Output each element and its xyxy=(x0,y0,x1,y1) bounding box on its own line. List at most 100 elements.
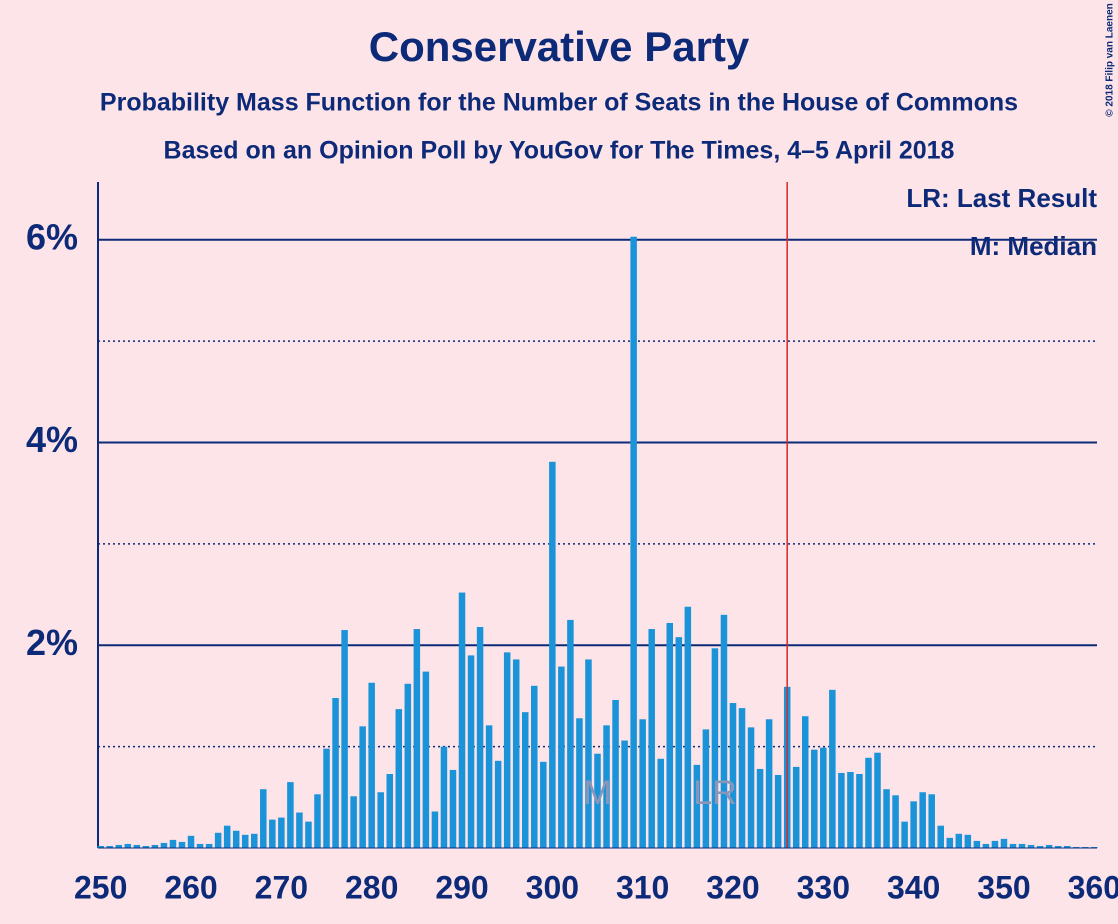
bar xyxy=(368,682,375,848)
x-tick-label: 340 xyxy=(887,869,940,905)
y-tick-label: 6% xyxy=(26,216,78,257)
bar xyxy=(476,627,484,848)
bar xyxy=(431,811,439,848)
bar xyxy=(314,794,321,848)
bar xyxy=(847,771,854,848)
bar xyxy=(738,708,746,848)
bar xyxy=(856,774,863,848)
bar xyxy=(1018,843,1026,848)
bar xyxy=(756,768,764,848)
bar xyxy=(422,671,430,848)
credit: © 2018 Filip van Laenen xyxy=(1105,3,1116,117)
bar xyxy=(1091,846,1098,848)
bar xyxy=(278,817,285,848)
bar xyxy=(350,796,357,848)
bar xyxy=(133,844,141,848)
bar xyxy=(964,834,972,848)
x-tick-label: 360 xyxy=(1068,869,1118,905)
bar xyxy=(729,703,737,848)
bar xyxy=(106,845,113,848)
chart-title: Conservative Party xyxy=(369,23,750,70)
bar xyxy=(124,843,132,848)
bar xyxy=(458,592,466,848)
bar xyxy=(260,789,267,848)
bar xyxy=(946,837,954,848)
bar xyxy=(991,840,999,848)
bar xyxy=(187,835,195,848)
bar xyxy=(919,792,926,848)
bar xyxy=(142,845,150,848)
bar xyxy=(765,719,773,848)
bar xyxy=(838,772,845,848)
x-tick-label: 300 xyxy=(526,869,579,905)
legend-entry: LR: Last Result xyxy=(906,183,1097,213)
bar xyxy=(666,622,674,848)
x-tick-label: 320 xyxy=(706,869,759,905)
x-tick-label: 280 xyxy=(345,869,398,905)
bar xyxy=(1027,844,1035,848)
bar xyxy=(928,794,935,848)
bar xyxy=(937,825,944,848)
bar xyxy=(269,819,276,848)
annotation: M xyxy=(583,774,611,812)
bar xyxy=(305,821,312,848)
bar xyxy=(720,614,728,848)
bar xyxy=(910,801,917,848)
bar xyxy=(1072,846,1080,848)
bar xyxy=(558,666,565,848)
bar xyxy=(1036,845,1044,848)
bar xyxy=(594,753,601,848)
bar xyxy=(865,757,872,848)
bar xyxy=(494,760,502,848)
bar xyxy=(684,606,692,848)
bar xyxy=(811,749,818,848)
y-tick-label: 4% xyxy=(26,419,78,460)
bar xyxy=(892,795,899,848)
bar xyxy=(603,725,610,848)
bar xyxy=(820,747,827,848)
bar xyxy=(585,659,592,848)
bar xyxy=(440,746,448,848)
bar xyxy=(874,752,881,848)
bar xyxy=(395,709,403,848)
x-tick-label: 350 xyxy=(977,869,1030,905)
bar xyxy=(657,758,664,848)
bar xyxy=(531,685,538,848)
bar xyxy=(955,833,963,848)
legend-entry: M: Median xyxy=(970,231,1097,261)
bar xyxy=(774,775,782,848)
annotation: LR xyxy=(693,774,736,812)
bar xyxy=(549,461,556,848)
bar xyxy=(377,792,384,848)
bar xyxy=(512,659,520,848)
bar xyxy=(332,697,339,848)
bar xyxy=(287,782,294,848)
bar xyxy=(97,845,104,848)
bar xyxy=(323,748,330,848)
chart-subtitle: Based on an Opinion Poll by YouGov for T… xyxy=(164,137,955,165)
bar xyxy=(386,774,394,848)
bar xyxy=(223,825,231,848)
bar xyxy=(160,842,168,848)
bar xyxy=(178,841,186,848)
bar xyxy=(630,236,637,848)
bar xyxy=(1063,845,1071,848)
bar xyxy=(214,832,222,848)
bar xyxy=(540,761,547,848)
bar xyxy=(1045,844,1053,848)
bar xyxy=(973,840,981,848)
bar xyxy=(801,716,809,848)
bar xyxy=(1082,846,1089,848)
bar xyxy=(232,830,240,848)
bar xyxy=(702,729,710,848)
bar xyxy=(693,764,701,848)
y-tick-label: 2% xyxy=(26,622,78,663)
bar xyxy=(792,766,800,848)
bar xyxy=(521,712,529,848)
bar xyxy=(883,789,890,848)
bar xyxy=(711,648,719,848)
bar xyxy=(1009,843,1017,848)
x-tick-label: 290 xyxy=(435,869,488,905)
bar xyxy=(151,844,159,848)
